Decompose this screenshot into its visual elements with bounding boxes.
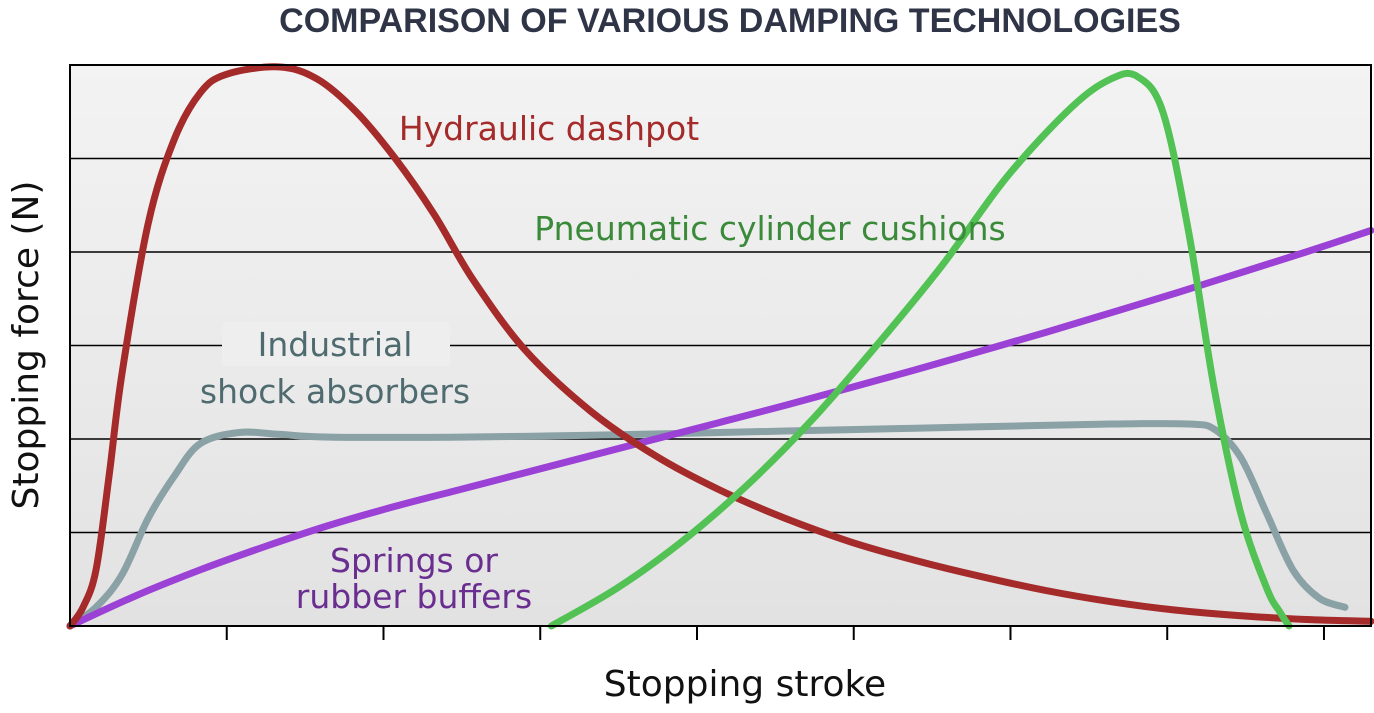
y-axis-label: Stopping force (N) bbox=[6, 181, 47, 510]
shock-absorbers-label: shock absorbers bbox=[200, 372, 470, 411]
shock-absorbers-label: Industrial bbox=[258, 325, 413, 364]
plot-border bbox=[69, 64, 1372, 627]
x-axis-ticks bbox=[225, 626, 1325, 640]
series-lines bbox=[66, 63, 1374, 630]
label-background bbox=[222, 322, 450, 366]
hydraulic-dashpot-line bbox=[66, 63, 1374, 630]
springs-label: rubber buffers bbox=[296, 577, 532, 616]
chart-title: COMPARISON OF VARIOUS DAMPING TECHNOLOGI… bbox=[279, 2, 1181, 40]
springs-label: Springs or bbox=[330, 541, 498, 580]
x-axis-label: Stopping stroke bbox=[604, 664, 886, 705]
springs-line bbox=[66, 227, 1374, 630]
pneumatic-cushions-line bbox=[547, 69, 1293, 630]
hydraulic-dashpot-label: Hydraulic dashpot bbox=[399, 109, 699, 148]
pneumatic-cushions-label: Pneumatic cylinder cushions bbox=[534, 209, 1005, 248]
series-labels: Hydraulic dashpot Pneumatic cylinder cush… bbox=[200, 109, 1006, 616]
